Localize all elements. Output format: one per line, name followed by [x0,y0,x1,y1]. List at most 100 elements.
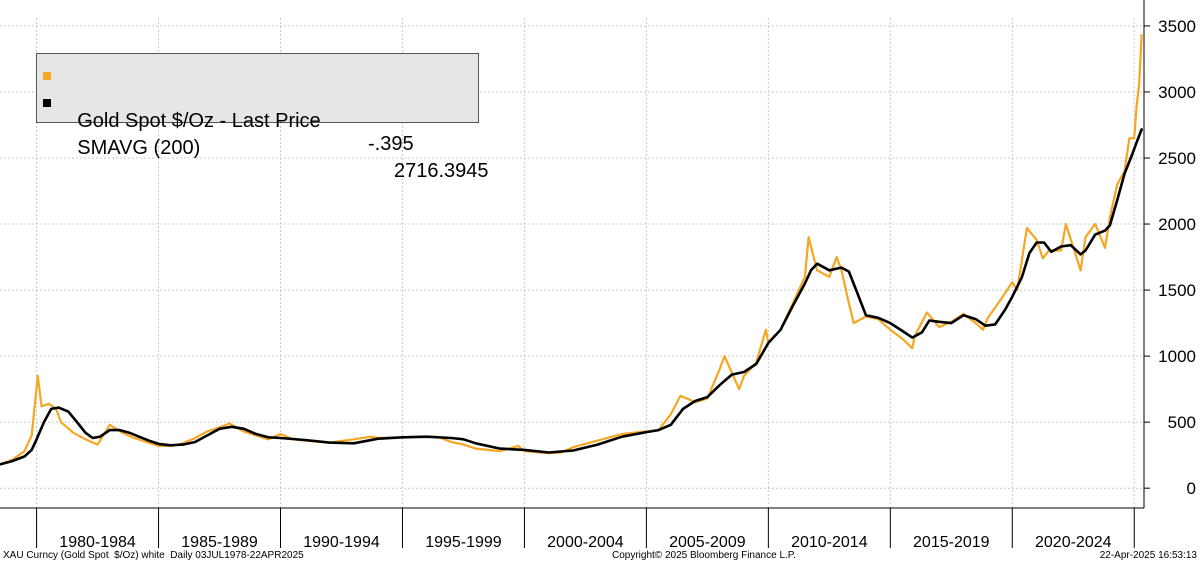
smavg-data-point [938,320,940,323]
gold-spot-data-point [37,375,39,377]
gold-spot-data-point [474,447,477,450]
gold-spot-data-point [840,269,843,272]
smavg-data-point [901,330,904,332]
smavg-data-point [974,318,977,320]
legend-swatch-smavg [43,99,51,107]
gold-spot-data-point [901,338,904,340]
gold-spot-data-point [60,421,62,423]
gold-spot-data-point [1035,239,1038,241]
gold-spot-data-point [1011,281,1014,283]
gold-spot-data-point [938,326,940,328]
gold-spot-data-point [1041,257,1044,260]
gold-spot-data-point [679,394,682,397]
gold-spot-data-point [1104,247,1106,249]
gold-spot-data-point [765,328,767,331]
smavg-200-line [0,128,1143,466]
smavg-data-point [984,324,987,327]
smavg-data-point [1109,224,1111,227]
smavg-data-point [194,441,196,443]
gold-spot-data-point [669,413,672,416]
gold-spot-data-point [738,388,740,390]
smavg-data-point [921,331,923,334]
smavg-data-point [462,438,465,441]
smavg-data-point [169,444,172,447]
legend-swatch-gold [43,72,51,80]
legend-label-smavg: SMAVG (200) [77,137,201,159]
legend-value-gold: -.395 [368,133,414,155]
gold-spot-data-point [816,269,818,272]
smavg-data-point [1079,253,1082,256]
smavg-data-point [1135,141,1138,143]
gold-spot-data-point [462,443,465,446]
smavg-data-point [657,429,660,431]
smavg-data-point [962,314,965,316]
smavg-data-point [950,322,953,324]
gold-spot-data-point [743,375,745,377]
x-period-label: 2015-2019 [913,534,990,551]
gold-spot-data-point [974,322,977,324]
smavg-data-point [352,442,355,445]
smavg-data-point [401,436,404,439]
gold-spot-data-point [243,430,245,433]
gold-spot-data-point [807,236,810,239]
smavg-data-point [1123,173,1126,175]
gold-spot-data-point [835,256,838,258]
smavg-data-point [755,363,757,365]
gold-spot-data-point [72,431,74,434]
gold-spot-data-point [596,439,599,442]
x-period-label: 1990-1994 [303,534,380,551]
smavg-data-point [865,314,867,316]
smavg-data-point [994,323,997,326]
smavg-data-point [255,433,257,435]
smavg-data-point [596,443,599,446]
smavg-data-point [206,434,209,437]
smavg-data-point [1070,244,1072,246]
smavg-data-point [877,317,879,319]
gold-spot-data-point [279,433,282,435]
legend-entry-smavg: SMAVG (200) 2716.3945 [43,91,489,206]
gold-spot-data-point [1138,84,1140,87]
smavg-data-point [474,442,477,445]
gold-spot-data-point [1026,227,1028,229]
gold-spot-data-point [999,299,1001,302]
gold-spot-data-point [828,276,831,278]
y-tick-label: 1000 [1158,347,1196,366]
smavg-data-point [523,449,526,451]
gold-spot-data-point [1116,183,1118,186]
smavg-data-point [706,396,709,398]
smavg-data-point [328,441,331,444]
smavg-data-point [99,435,101,438]
gold-spot-data-point [352,438,355,441]
gold-spot-data-point [228,422,231,425]
gold-spot-data-point [517,445,520,447]
smavg-data-point [450,437,453,439]
smavg-data-point [30,449,33,451]
gold-spot-data-point [47,402,50,405]
gold-spot-data-point [718,368,721,371]
smavg-data-point [11,460,13,462]
gold-spot-data-point [96,443,99,446]
smavg-data-point [57,406,60,409]
gold-spot-data-point [157,445,160,447]
period-separators [36,508,1135,548]
smavg-data-point [718,384,721,386]
chart-legend: Gold Spot $/Oz - Last Price -.395 SMAVG … [36,53,489,182]
gold-spot-data-point [926,311,928,314]
smavg-data-point [377,437,379,440]
smavg-data-point [1004,309,1006,311]
smavg-data-point [157,443,160,445]
legend-value-smavg: 2716.3945 [394,160,489,182]
gold-spot-data-point [1079,269,1082,272]
gold-spot-data-point [369,435,372,438]
smavg-data-point [645,431,648,433]
gold-spot-data-point [852,322,855,324]
footer-timestamp: 22-Apr-2025 16:53:13 [1099,550,1197,561]
gold-spot-data-point [1128,137,1131,139]
gold-spot-data-point [206,430,209,433]
gold-spot-data-point [23,450,26,453]
gold-spot-data-point [889,328,892,331]
smavg-data-point [499,447,501,450]
smavg-data-point [77,422,79,425]
smavg-data-point [1104,229,1106,232]
